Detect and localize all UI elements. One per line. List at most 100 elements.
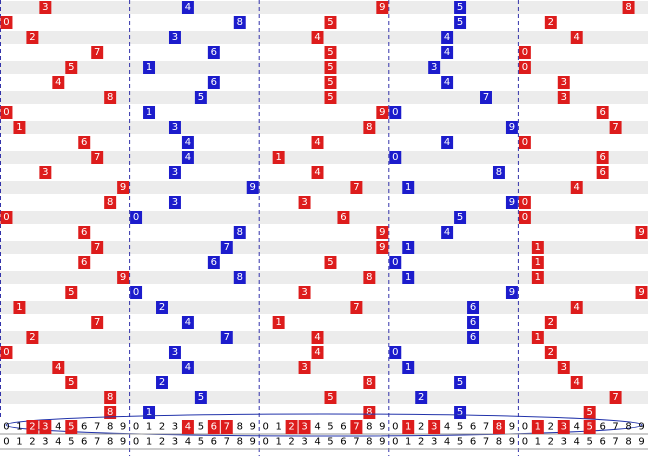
selected-digit[interactable] <box>402 420 415 434</box>
selector-digit[interactable]: 0 <box>522 422 528 433</box>
number-ball <box>324 391 337 404</box>
selector-digit[interactable]: 3 <box>431 422 437 433</box>
selector-digit[interactable]: 2 <box>159 422 165 433</box>
selector-digit[interactable]: 6 <box>211 422 217 433</box>
digit-label: 6 <box>470 437 476 448</box>
selected-digit[interactable] <box>26 420 39 434</box>
selector-digit[interactable]: 5 <box>68 422 74 433</box>
number-ball <box>143 106 156 119</box>
selector-digit[interactable]: 3 <box>42 422 48 433</box>
number-label: 1 <box>146 107 152 118</box>
selector-digit[interactable]: 7 <box>483 422 489 433</box>
selector-digit[interactable]: 8 <box>625 422 631 433</box>
selector-digit[interactable]: 9 <box>120 422 126 433</box>
selector-digit[interactable]: 8 <box>496 422 502 433</box>
selector-digit[interactable]: 1 <box>275 422 281 433</box>
selector-digit[interactable]: 3 <box>561 422 567 433</box>
selector-digit[interactable]: 3 <box>172 422 178 433</box>
selected-digit[interactable] <box>350 420 363 434</box>
number-label: 2 <box>418 392 424 403</box>
digit-label: 8 <box>107 437 113 448</box>
selector-digit[interactable]: 9 <box>638 422 644 433</box>
selector-digit[interactable]: 9 <box>509 422 515 433</box>
selector-digit[interactable]: 0 <box>392 422 398 433</box>
selector-digit[interactable]: 0 <box>3 422 9 433</box>
selector-digit[interactable]: 4 <box>574 422 580 433</box>
number-ball <box>454 406 467 419</box>
number-label: 1 <box>535 242 541 253</box>
number-ball <box>91 316 104 329</box>
selected-digit[interactable] <box>220 420 233 434</box>
selector-digit[interactable]: 7 <box>94 422 100 433</box>
selected-digit[interactable] <box>428 420 441 434</box>
number-label: 1 <box>405 272 411 283</box>
number-label: 6 <box>599 107 605 118</box>
number-label: 2 <box>159 377 165 388</box>
selector-digit[interactable]: 8 <box>366 422 372 433</box>
digit-label: 4 <box>574 437 580 448</box>
number-label: 8 <box>237 17 243 28</box>
number-label: 0 <box>392 107 398 118</box>
selector-digit[interactable]: 4 <box>444 422 450 433</box>
selector-digit[interactable]: 0 <box>133 422 139 433</box>
selector-digit[interactable]: 6 <box>340 422 346 433</box>
selector-digit[interactable]: 8 <box>107 422 113 433</box>
selector-digit[interactable]: 5 <box>327 422 333 433</box>
selector-digit[interactable]: 5 <box>457 422 463 433</box>
number-ball <box>531 331 544 344</box>
selector-digit[interactable]: 8 <box>237 422 243 433</box>
selector-digit[interactable]: 4 <box>55 422 61 433</box>
selected-digit[interactable] <box>531 420 544 434</box>
number-ball <box>454 211 467 224</box>
selector-digit[interactable]: 7 <box>353 422 359 433</box>
number-ball <box>415 391 428 404</box>
selected-digit[interactable] <box>583 420 596 434</box>
number-label: 5 <box>198 392 204 403</box>
number-label: 3 <box>42 2 48 13</box>
digit-label: 4 <box>55 437 61 448</box>
selector-digit[interactable]: 2 <box>418 422 424 433</box>
number-ball <box>311 31 324 44</box>
selector-digit[interactable]: 9 <box>379 422 385 433</box>
number-ball <box>233 16 246 29</box>
number-label: 1 <box>405 242 411 253</box>
selected-digit[interactable] <box>285 420 298 434</box>
selector-digit[interactable]: 5 <box>198 422 204 433</box>
number-label: 5 <box>586 407 592 418</box>
number-ball <box>272 316 285 329</box>
selector-digit[interactable]: 2 <box>29 422 35 433</box>
selected-digit[interactable] <box>492 420 505 434</box>
number-ball <box>480 91 492 104</box>
selected-digit[interactable] <box>207 420 220 434</box>
selector-digit[interactable]: 3 <box>301 422 307 433</box>
selector-digit[interactable]: 0 <box>262 422 268 433</box>
selected-digit[interactable] <box>298 420 311 434</box>
selector-digit[interactable]: 6 <box>81 422 87 433</box>
selector-digit[interactable]: 7 <box>224 422 230 433</box>
selected-digit[interactable] <box>557 420 570 434</box>
selected-digit[interactable] <box>39 420 52 434</box>
number-ball <box>13 121 26 134</box>
selector-digit[interactable]: 1 <box>146 422 152 433</box>
selector-digit[interactable]: 5 <box>586 422 592 433</box>
selector-digit[interactable]: 9 <box>250 422 256 433</box>
number-label: 5 <box>327 77 333 88</box>
digit-label: 0 <box>133 437 139 448</box>
selector-digit[interactable]: 7 <box>612 422 618 433</box>
selector-digit[interactable]: 2 <box>288 422 294 433</box>
selector-digit[interactable]: 2 <box>548 422 554 433</box>
selector-digit[interactable]: 1 <box>405 422 411 433</box>
selected-digit[interactable] <box>65 420 78 434</box>
selected-digit[interactable] <box>181 420 194 434</box>
row-band <box>0 31 648 44</box>
selector-digit[interactable]: 1 <box>16 422 22 433</box>
selector-digit[interactable]: 1 <box>535 422 541 433</box>
selector-digit[interactable]: 6 <box>470 422 476 433</box>
number-label: 8 <box>107 92 113 103</box>
digit-label: 3 <box>431 437 437 448</box>
selector-digit[interactable]: 4 <box>314 422 320 433</box>
number-label: 9 <box>120 272 126 283</box>
selector-digit[interactable]: 4 <box>185 422 191 433</box>
selector-digit[interactable]: 6 <box>599 422 605 433</box>
number-ball <box>181 361 194 374</box>
